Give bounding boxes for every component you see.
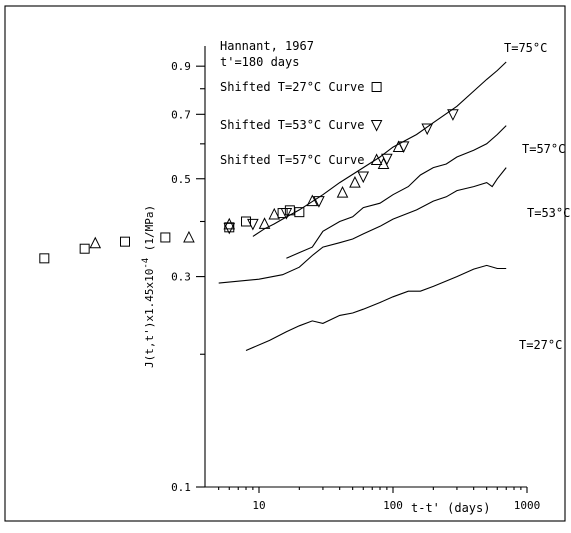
axes-group: 0.1 0.3 0.5 0.7 0.9 10 100 1000: [171, 46, 540, 512]
legend-label-square: Shifted T=27°C Curve: [220, 80, 365, 94]
marker-square: [39, 253, 50, 264]
y-axis-label: J(t,t')x1.45x10-4 (1/MPa): [141, 205, 156, 368]
curves-group: T=75°C T=57°C T=53°C T=27°C: [218, 41, 570, 352]
y-tick-label: 0.3: [171, 271, 191, 284]
marker-triangle-up: [223, 217, 236, 230]
y-axis-label-unit: (1/MPa): [143, 205, 156, 258]
marker-triangle-down: [247, 218, 259, 231]
legend-label-triangle-up: Shifted T=57°C Curve: [220, 153, 365, 167]
series-line-T57: [286, 125, 507, 259]
marker-triangle-up: [349, 176, 361, 188]
y-tick-label: 0.5: [171, 173, 191, 186]
chart-border: [4, 5, 566, 522]
marker-square: [160, 232, 171, 243]
legend: Shifted T=27°C Curve Shifted T=53°C Curve…: [220, 80, 383, 167]
legend-marker-square: [371, 82, 382, 92]
marker-triangle-down: [421, 123, 434, 136]
legend-label-triangle-down: Shifted T=53°C Curve: [220, 118, 365, 132]
marker-square: [241, 216, 252, 227]
marker-triangle-up: [89, 236, 102, 249]
y-axis-label-main: J(t,t')x1.45x10: [143, 269, 156, 368]
markers-group: [39, 109, 459, 264]
y-tick-label: 0.9: [171, 60, 191, 73]
marker-triangle-down: [223, 222, 236, 235]
series-label-T53: T=53°C: [527, 206, 570, 220]
y-axis-label-exponent: -4: [141, 258, 151, 269]
y-tick-label: 0.7: [171, 108, 191, 121]
x-axis-label: t-t' (days): [411, 501, 490, 515]
marker-triangle-up: [268, 207, 281, 220]
legend-marker-triangle-down: [370, 120, 383, 132]
marker-triangle-up: [183, 230, 195, 243]
legend-marker-triangle-up: [370, 153, 383, 165]
marker-triangle-up: [392, 140, 405, 153]
marker-triangle-down: [280, 208, 293, 220]
labels-group: Hannant, 1967 t'=180 days t-t' (days) J(…: [141, 39, 490, 515]
marker-triangle-up: [336, 186, 349, 198]
series-line-T75: [252, 61, 507, 237]
marker-square: [120, 236, 130, 247]
x-tick-label: 1000: [514, 499, 541, 512]
chart-subtitle: t'=180 days: [220, 55, 299, 69]
marker-square: [79, 243, 90, 254]
series-label-T57: T=57°C: [522, 142, 565, 156]
marker-triangle-up: [258, 217, 271, 229]
series-label-T75: T=75°C: [504, 41, 547, 55]
series-line-T27: [245, 264, 507, 352]
marker-square: [294, 207, 305, 218]
y-tick-label: 0.1: [171, 481, 191, 494]
x-tick-label: 100: [383, 499, 403, 512]
series-label-T27: T=27°C: [519, 338, 562, 352]
chart-title: Hannant, 1967: [220, 39, 314, 53]
x-tick-label: 10: [252, 499, 265, 512]
marker-triangle-down: [447, 109, 459, 121]
marker-triangle-down: [357, 171, 370, 184]
series-line-T53: [218, 167, 507, 284]
marker-triangle-down: [313, 196, 325, 208]
marker-triangle-up: [306, 194, 319, 207]
